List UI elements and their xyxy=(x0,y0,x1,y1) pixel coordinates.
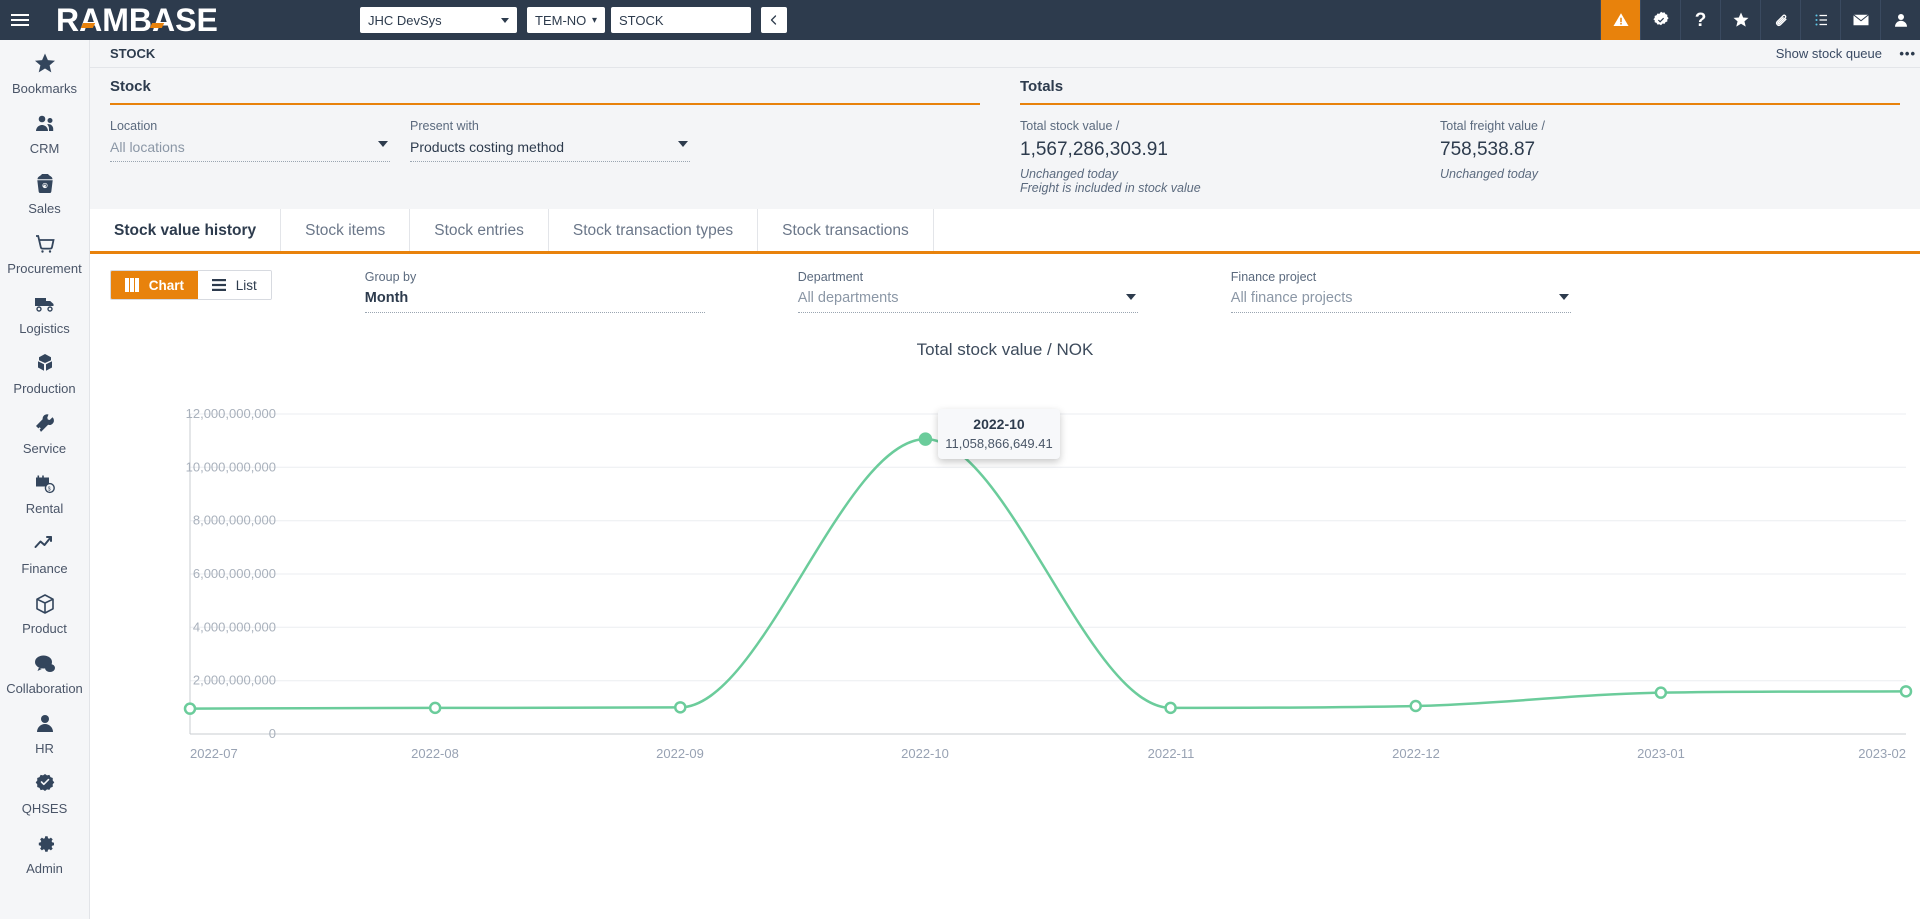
svg-text:2022-10: 2022-10 xyxy=(901,746,949,761)
svg-text:2023-01: 2023-01 xyxy=(1637,746,1685,761)
svg-text:4,000,000,000: 4,000,000,000 xyxy=(193,619,276,634)
svg-text:2022-07: 2022-07 xyxy=(190,746,238,761)
svg-text:2022-11: 2022-11 xyxy=(1148,746,1195,761)
svg-text:12,000,000,000: 12,000,000,000 xyxy=(186,406,276,421)
svg-text:8,000,000,000: 8,000,000,000 xyxy=(193,513,276,528)
svg-text:2023-02: 2023-02 xyxy=(1858,746,1906,761)
svg-text:2022-08: 2022-08 xyxy=(411,746,459,761)
svg-text:2022-12: 2022-12 xyxy=(1392,746,1440,761)
svg-text:6,000,000,000: 6,000,000,000 xyxy=(193,566,276,581)
svg-text:2,000,000,000: 2,000,000,000 xyxy=(193,673,276,688)
svg-text:0: 0 xyxy=(269,726,276,741)
svg-text:2022-09: 2022-09 xyxy=(656,746,704,761)
svg-text:$: $ xyxy=(47,486,50,492)
svg-text:10,000,000,000: 10,000,000,000 xyxy=(186,459,276,474)
